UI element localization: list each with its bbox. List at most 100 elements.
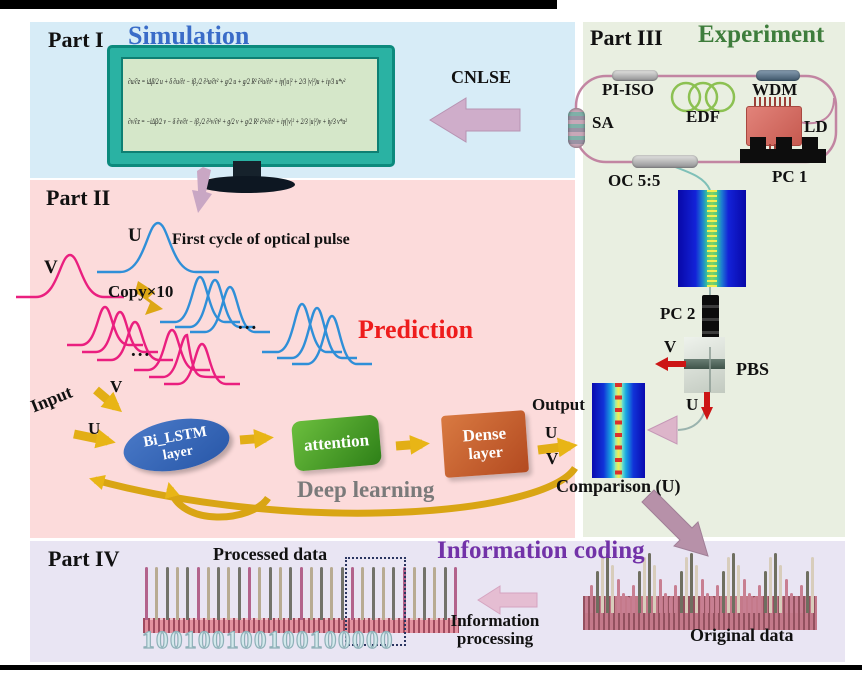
spike-bar xyxy=(595,571,599,613)
spike-bar xyxy=(648,553,651,613)
spike-bar xyxy=(653,565,657,613)
monitor-stand-base xyxy=(198,176,295,193)
spike-bar xyxy=(340,567,344,620)
spike-bar xyxy=(805,571,809,613)
first-cycle-label: First cycle of optical pulse xyxy=(172,231,350,248)
cnlse-equation-2: ∂v/∂z = −iΔβ/2 v − δ ∂v/∂t − iβ₂/2 ∂²v/∂… xyxy=(128,117,347,126)
spike-bar xyxy=(186,567,190,620)
spike-bar xyxy=(679,571,683,613)
spike-bar xyxy=(454,567,457,620)
wdm-label: WDM xyxy=(752,80,798,99)
spike-bar xyxy=(606,553,609,613)
output-u-label: U xyxy=(545,423,558,442)
prediction-label: Prediction xyxy=(358,315,474,344)
dense-label-line2: layer xyxy=(467,443,504,464)
attention-block: attention xyxy=(290,414,383,472)
processed-data-base xyxy=(143,618,459,633)
part4-label: Part IV xyxy=(48,546,120,571)
processed-data-base-ticks xyxy=(143,618,459,633)
spike-bar xyxy=(705,593,709,613)
spike-bar xyxy=(227,567,231,620)
spike-bar xyxy=(789,593,793,613)
output-label: Output xyxy=(532,395,585,414)
sa-label: SA xyxy=(592,113,614,132)
spike-bar xyxy=(763,571,767,613)
original-data-label: Original data xyxy=(690,625,794,645)
spike-bar xyxy=(392,567,396,620)
ellipsis-blue: ... xyxy=(238,313,259,334)
pbs-splitter-band xyxy=(684,359,725,369)
spike-bar xyxy=(443,567,447,620)
input-v-label: V xyxy=(110,377,123,396)
spike-bar xyxy=(795,597,798,613)
spike-bar xyxy=(742,579,746,613)
spike-bar xyxy=(800,585,804,613)
spike-bar xyxy=(700,579,704,613)
spike-bar xyxy=(381,567,385,620)
pbs-v-label: V xyxy=(664,337,677,356)
spike-bar xyxy=(637,571,641,613)
spike-bar xyxy=(412,567,416,620)
processed-data-selection-box xyxy=(345,557,406,646)
ld-label: LD xyxy=(804,117,828,136)
pbs-label: PBS xyxy=(736,359,770,379)
ellipsis-pink: ... xyxy=(131,340,152,361)
spike-bar xyxy=(726,557,730,613)
part3-label: Part III xyxy=(590,25,663,50)
monitor-stand-neck xyxy=(233,161,261,180)
spike-bar xyxy=(320,567,324,620)
simulation-title: Simulation xyxy=(128,21,250,50)
cnlse-equation-1: ∂u/∂z = iΔβ/2 u + δ ∂u/∂t − iβ₂/2 ∂²u/∂t… xyxy=(128,77,346,86)
spike-bar xyxy=(690,553,693,613)
spike-bar xyxy=(330,567,334,620)
u-pulse-label: U xyxy=(128,225,142,246)
pbs-component xyxy=(684,337,725,393)
spike-bar xyxy=(616,579,620,613)
spike-bar xyxy=(658,579,662,613)
monitor-screen: ∂u/∂z = iΔβ/2 u + δ ∂u/∂t − iβ₂/2 ∂²u/∂t… xyxy=(121,57,379,153)
pi-iso-label: PI-ISO xyxy=(602,80,654,99)
spike-bar xyxy=(600,557,604,613)
copy-label: Copy×10 xyxy=(108,282,174,301)
pc1-label: PC 1 xyxy=(772,167,808,186)
spike-bar xyxy=(611,565,615,613)
spike-bar xyxy=(784,579,788,613)
oc-coupler-component xyxy=(632,155,698,168)
spike-bar xyxy=(737,565,741,613)
processed-data-label: Processed data xyxy=(213,544,328,564)
oc-label: OC 5:5 xyxy=(608,171,661,190)
spike-bar xyxy=(258,567,262,620)
pc2-component xyxy=(702,295,719,347)
pc1-component xyxy=(740,149,826,163)
spike-bar xyxy=(371,567,375,620)
edf-label: EDF xyxy=(686,107,720,126)
spike-bar xyxy=(627,597,630,613)
optical-trace-2-comparison xyxy=(592,383,645,478)
spike-bar xyxy=(351,567,354,620)
spike-bar xyxy=(642,557,646,613)
spike-bar xyxy=(196,567,200,620)
spike-bar xyxy=(206,567,210,620)
spike-bar xyxy=(684,557,688,613)
spike-bar xyxy=(268,567,272,620)
part2-label: Part II xyxy=(46,185,111,210)
spike-bar xyxy=(361,567,365,620)
spike-bar xyxy=(810,557,814,613)
spike-bar xyxy=(747,593,751,613)
pc1-knob xyxy=(750,137,766,149)
deep-learning-label: Deep learning xyxy=(297,477,435,502)
v-pulse-label: V xyxy=(44,257,58,278)
spike-bar xyxy=(695,565,699,613)
spike-bar xyxy=(309,567,313,620)
spike-bar xyxy=(175,567,179,620)
spike-bar xyxy=(758,585,762,613)
spike-bar xyxy=(674,585,678,613)
monitor: ∂u/∂z = iΔβ/2 u + δ ∂u/∂t − iβ₂/2 ∂²u/∂t… xyxy=(107,45,395,167)
spike-bar xyxy=(165,567,169,620)
spike-bar xyxy=(155,567,159,620)
output-v-label: V xyxy=(546,449,559,468)
information-processing-line1: Information xyxy=(450,611,540,630)
pc1-knob xyxy=(776,137,792,149)
top-rule-bar xyxy=(0,0,557,9)
